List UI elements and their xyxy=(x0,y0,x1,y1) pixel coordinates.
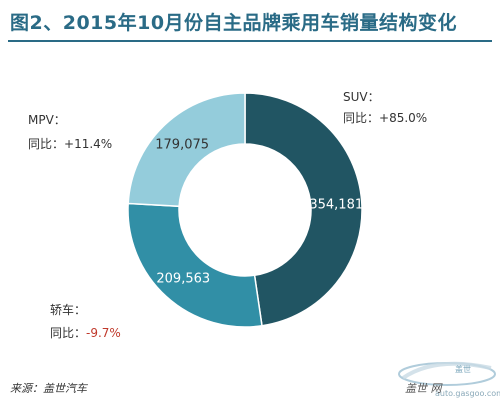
slice-mpv xyxy=(127,92,246,208)
gasgoo-logo: 盖世 auto.gasgoo.com xyxy=(398,361,500,398)
label-suv-name: SUV： xyxy=(343,90,380,104)
label-mpv-change-title: 同比： xyxy=(28,137,64,151)
watermark-url: auto.gasgoo.com xyxy=(435,389,500,398)
title-underline xyxy=(8,40,492,42)
value-label-sedan: 209,563 xyxy=(156,272,210,287)
slice-sedan xyxy=(127,202,263,328)
source-note: 来源：盖世汽车 xyxy=(10,382,87,395)
logo-mark-text: 盖世 xyxy=(455,364,471,374)
chart-title: 图2、2015年10月份自主品牌乘用车销量结构变化 xyxy=(10,12,458,34)
label-sedan-change-value: -9.7% xyxy=(86,326,121,340)
watermark-cn: 盖世 网 xyxy=(405,382,442,395)
label-mpv-name: MPV： xyxy=(28,113,66,127)
label-sedan-change-title: 同比： xyxy=(50,326,86,340)
label-suv-change-value: +85.0% xyxy=(379,111,427,125)
label-sedan-change: 同比：-9.7% xyxy=(50,326,121,340)
value-label-mpv: 179,075 xyxy=(155,138,209,153)
label-sedan-name: 轿车： xyxy=(50,302,86,317)
label-suv-change-title: 同比： xyxy=(343,111,379,125)
label-mpv-change: 同比：+11.4% xyxy=(28,137,112,151)
slice-suv xyxy=(244,92,363,327)
label-mpv-change-value: +11.4% xyxy=(64,137,112,151)
label-suv-change: 同比：+85.0% xyxy=(343,111,427,125)
value-label-suv: 354,181 xyxy=(309,197,363,212)
